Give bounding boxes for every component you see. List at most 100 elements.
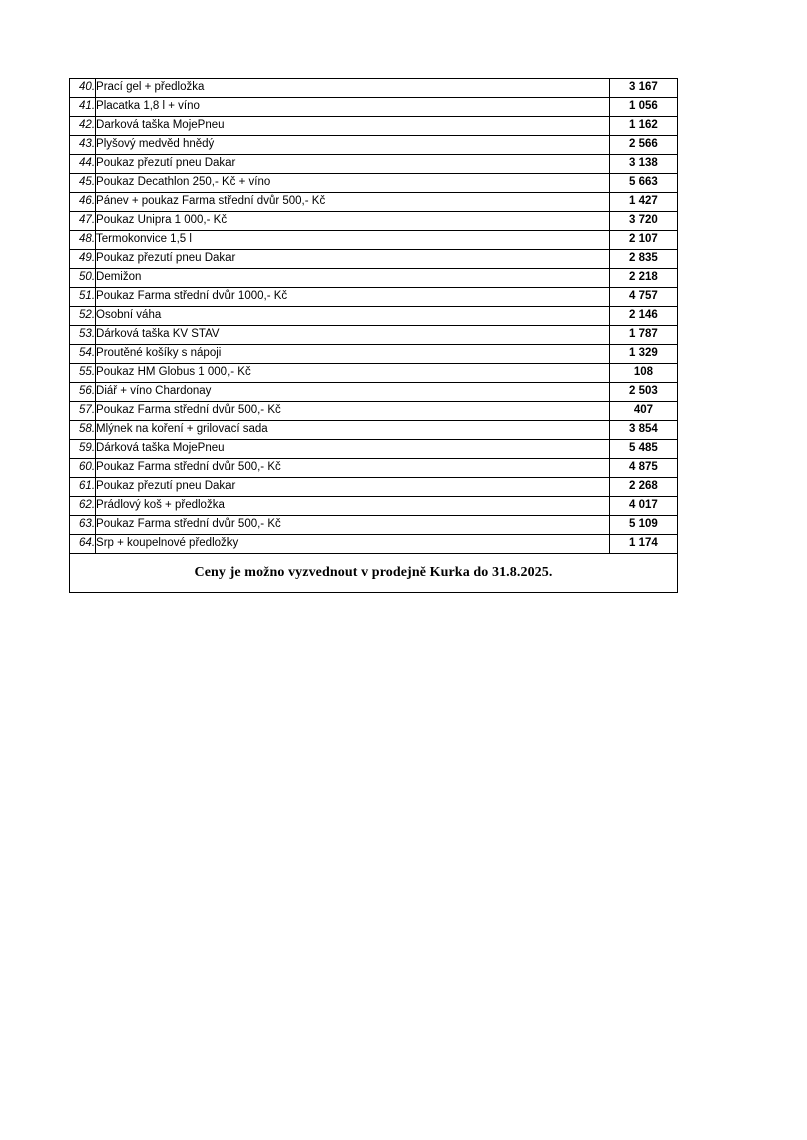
prize-description: Dárková taška KV STAV xyxy=(95,325,610,345)
table-row: 41. Placatka 1,8 l + víno 1 056 xyxy=(68,97,679,117)
row-number: 54. xyxy=(68,344,97,364)
prize-ticket-number: 2 835 xyxy=(608,249,679,269)
row-number: 55. xyxy=(68,363,97,383)
table-row: 58. Mlýnek na koření + grilovací sada 3 85… xyxy=(68,420,679,440)
prize-description: Poukaz Unipra 1 000,- Kč xyxy=(95,211,610,231)
prize-ticket-number: 1 427 xyxy=(608,192,679,212)
table-row: 54. Proutěné košíky s nápoji 1 329 xyxy=(68,344,679,364)
table-row: 64. Srp + koupelnové předložky 1 174 xyxy=(68,534,679,554)
table-row: 46. Pánev + poukaz Farma střední dvůr 500… xyxy=(68,192,679,212)
prize-description: Demižon xyxy=(95,268,610,288)
prize-ticket-number: 2 107 xyxy=(608,230,679,250)
row-number: 40. xyxy=(68,78,97,98)
prize-ticket-number: 1 162 xyxy=(608,116,679,136)
prize-description: Proutěné košíky s nápoji xyxy=(95,344,610,364)
prize-description: Poukaz Farma střední dvůr 500,- Kč xyxy=(95,515,610,535)
prize-ticket-number: 1 329 xyxy=(608,344,679,364)
table-row: 60. Poukaz Farma střední dvůr 500,- Kč 4 8… xyxy=(68,458,679,478)
prize-ticket-number: 1 056 xyxy=(608,97,679,117)
prize-ticket-number: 2 146 xyxy=(608,306,679,326)
row-number: 53. xyxy=(68,325,97,345)
row-number: 51. xyxy=(68,287,97,307)
row-number: 62. xyxy=(68,496,97,516)
prize-description: Termokonvice 1,5 l xyxy=(95,230,610,250)
prize-description: Darková taška MojePneu xyxy=(95,116,610,136)
table-row: 49. Poukaz přezutí pneu Dakar 2 835 xyxy=(68,249,679,269)
table-row: 44. Poukaz přezutí pneu Dakar 3 138 xyxy=(68,154,679,174)
row-number: 46. xyxy=(68,192,97,212)
row-number: 41. xyxy=(68,97,97,117)
prize-ticket-number: 4 875 xyxy=(608,458,679,478)
footer-row: Ceny je možno vyzvednout v prodejně Kurk… xyxy=(69,553,678,593)
table-row: 50. Demižon 2 218 xyxy=(68,268,679,288)
prize-ticket-number: 3 138 xyxy=(608,154,679,174)
prize-ticket-number: 4 757 xyxy=(608,287,679,307)
prize-description: Poukaz přezutí pneu Dakar xyxy=(95,477,610,497)
prize-description: Poukaz Farma střední dvůr 500,- Kč xyxy=(95,401,610,421)
prize-description: Placatka 1,8 l + víno xyxy=(95,97,610,117)
prize-description: Poukaz Decathlon 250,- Kč + víno xyxy=(95,173,610,193)
row-number: 48. xyxy=(68,230,97,250)
row-number: 44. xyxy=(68,154,97,174)
prize-description: Prací gel + předložka xyxy=(95,78,610,98)
prize-ticket-number: 3 720 xyxy=(608,211,679,231)
prize-description: Poukaz Farma střední dvůr 500,- Kč xyxy=(95,458,610,478)
prize-description: Plyšový medvěd hnědý xyxy=(95,135,610,155)
footer-note: Ceny je možno vyzvednout v prodejně Kurk… xyxy=(69,553,678,593)
table-row: 57. Poukaz Farma střední dvůr 500,- Kč 407 xyxy=(68,401,679,421)
row-number: 50. xyxy=(68,268,97,288)
prize-list-table: 40. Prací gel + předložka 3 167 41. Placatka… xyxy=(68,78,679,593)
prize-description: Poukaz Farma střední dvůr 1000,- Kč xyxy=(95,287,610,307)
prize-ticket-number: 4 017 xyxy=(608,496,679,516)
table-row: 42. Darková taška MojePneu 1 162 xyxy=(68,116,679,136)
prize-ticket-number: 108 xyxy=(608,363,679,383)
row-number: 60. xyxy=(68,458,97,478)
prize-ticket-number: 2 218 xyxy=(608,268,679,288)
prize-description: Diář + víno Chardonay xyxy=(95,382,610,402)
row-number: 56. xyxy=(68,382,97,402)
prize-description: Poukaz přezutí pneu Dakar xyxy=(95,154,610,174)
prize-description: Prádlový koš + předložka xyxy=(95,496,610,516)
prize-ticket-number: 1 787 xyxy=(608,325,679,345)
table-row: 52. Osobní váha 2 146 xyxy=(68,306,679,326)
table-row: 45. Poukaz Decathlon 250,- Kč + víno 5 663 xyxy=(68,173,679,193)
prize-ticket-number: 2 268 xyxy=(608,477,679,497)
row-number: 52. xyxy=(68,306,97,326)
row-number: 43. xyxy=(68,135,97,155)
row-number: 57. xyxy=(68,401,97,421)
prize-description: Dárková taška MojePneu xyxy=(95,439,610,459)
prize-ticket-number: 3 167 xyxy=(608,78,679,98)
row-number: 45. xyxy=(68,173,97,193)
prize-ticket-number: 3 854 xyxy=(608,420,679,440)
table-row: 53. Dárková taška KV STAV 1 787 xyxy=(68,325,679,345)
prize-description: Poukaz přezutí pneu Dakar xyxy=(95,249,610,269)
prize-description: Osobní váha xyxy=(95,306,610,326)
table-row: 55. Poukaz HM Globus 1 000,- Kč 108 xyxy=(68,363,679,383)
row-number: 42. xyxy=(68,116,97,136)
prize-description: Srp + koupelnové předložky xyxy=(95,534,610,554)
row-number: 58. xyxy=(68,420,97,440)
prize-ticket-number: 1 174 xyxy=(608,534,679,554)
prize-list-body: 40. Prací gel + předložka 3 167 41. Placatka… xyxy=(68,78,679,554)
row-number: 64. xyxy=(68,534,97,554)
table-row: 56. Diář + víno Chardonay 2 503 xyxy=(68,382,679,402)
table-row: 61. Poukaz přezutí pneu Dakar 2 268 xyxy=(68,477,679,497)
prize-description: Poukaz HM Globus 1 000,- Kč xyxy=(95,363,610,383)
row-number: 59. xyxy=(68,439,97,459)
row-number: 63. xyxy=(68,515,97,535)
prize-description: Pánev + poukaz Farma střední dvůr 500,- … xyxy=(95,192,610,212)
prize-ticket-number: 5 663 xyxy=(608,173,679,193)
table-row: 51. Poukaz Farma střední dvůr 1000,- Kč 4 … xyxy=(68,287,679,307)
prize-ticket-number: 2 503 xyxy=(608,382,679,402)
row-number: 49. xyxy=(68,249,97,269)
table-row: 63. Poukaz Farma střední dvůr 500,- Kč 5 1… xyxy=(68,515,679,535)
table-row: 47. Poukaz Unipra 1 000,- Kč 3 720 xyxy=(68,211,679,231)
prize-ticket-number: 407 xyxy=(608,401,679,421)
row-number: 61. xyxy=(68,477,97,497)
table-row: 59. Dárková taška MojePneu 5 485 xyxy=(68,439,679,459)
prize-ticket-number: 2 566 xyxy=(608,135,679,155)
prize-list-footer: Ceny je možno vyzvednout v prodejně Kurk… xyxy=(69,553,678,593)
table-row: 62. Prádlový koš + předložka 4 017 xyxy=(68,496,679,516)
